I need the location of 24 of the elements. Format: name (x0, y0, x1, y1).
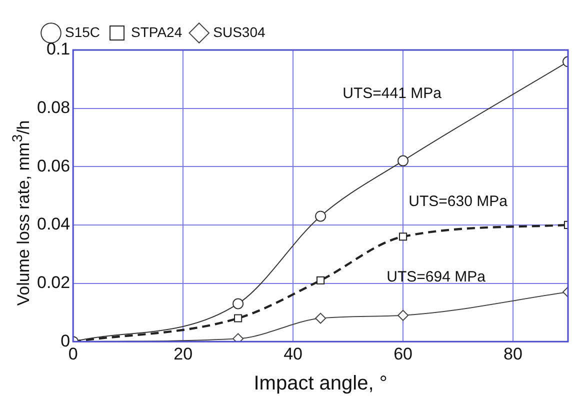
x-axis-title: Impact angle, ° (254, 372, 388, 395)
y-tick-label: 0 (60, 331, 70, 350)
annotation: UTS=630 MPa (408, 192, 508, 210)
y-tick-label: 0.08 (36, 98, 70, 118)
legend-label: SUS304 (213, 24, 266, 40)
legend-label: S15C (65, 24, 100, 40)
point (234, 314, 242, 322)
legend-label: STPA24 (131, 24, 182, 40)
point (398, 155, 409, 166)
point (315, 210, 326, 222)
x-tick-label: 20 (174, 344, 193, 364)
y-tick-label: 0.04 (36, 214, 70, 234)
point (316, 276, 325, 284)
x-tick-label: 80 (504, 344, 522, 364)
y-tick-label: 0.1 (46, 40, 70, 59)
point (398, 232, 408, 241)
x-tick-label: 40 (284, 344, 303, 364)
point (398, 310, 409, 321)
y-tick-label: 0.02 (36, 272, 70, 292)
point (315, 312, 326, 324)
y-tick-label: 0.06 (36, 156, 70, 176)
x-tick-label: 60 (394, 344, 412, 364)
point (232, 333, 244, 342)
point (232, 298, 244, 310)
